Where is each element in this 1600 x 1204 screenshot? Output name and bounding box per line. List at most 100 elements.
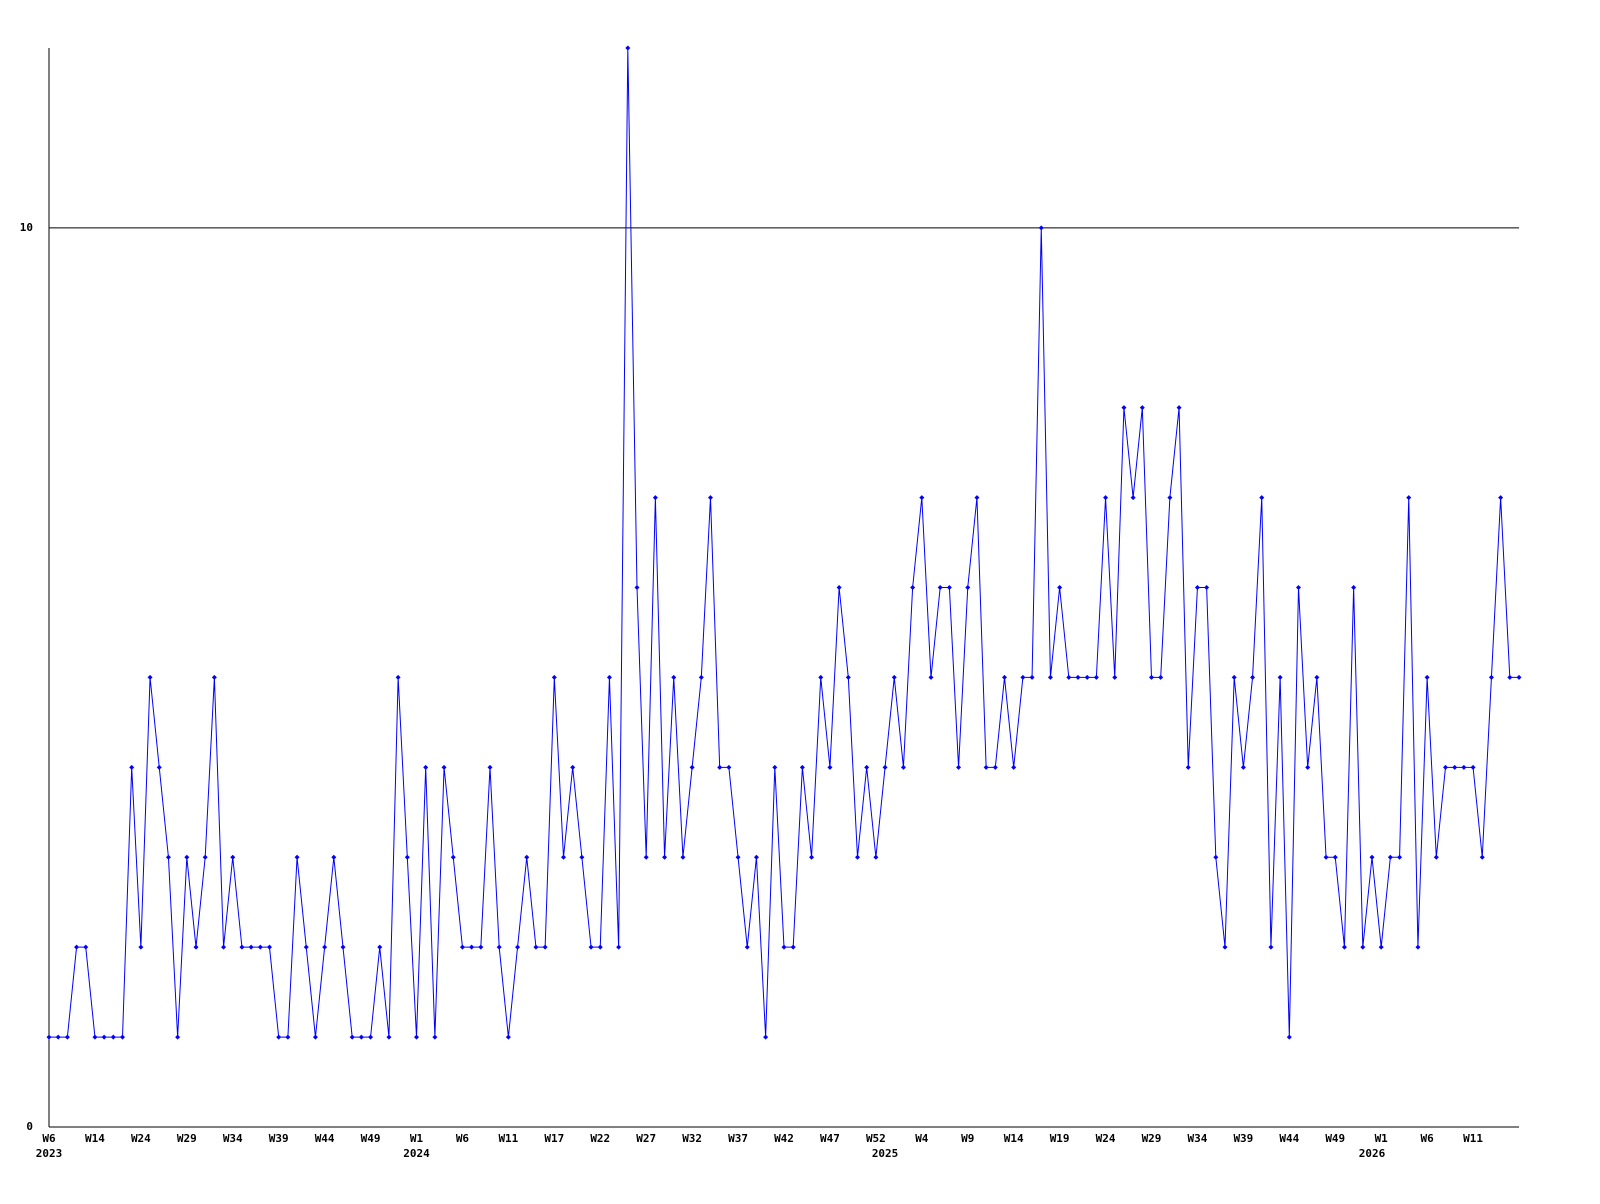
- x-tick-label: W17: [544, 1132, 564, 1145]
- x-tick-label: W27: [636, 1132, 656, 1145]
- x-tick-label: W42: [774, 1132, 794, 1145]
- data-point: [772, 764, 778, 770]
- data-point: [193, 944, 199, 950]
- data-point: [55, 1034, 61, 1040]
- data-point: [1443, 764, 1448, 770]
- data-point: [496, 944, 502, 950]
- x-tick-label: W22: [590, 1132, 610, 1145]
- data-point: [312, 1034, 318, 1040]
- x-year-label: 2025: [872, 1147, 899, 1160]
- data-point: [340, 944, 346, 950]
- data-point: [561, 854, 566, 860]
- data-point: [1038, 225, 1044, 231]
- data-point: [83, 944, 89, 950]
- data-point: [450, 854, 456, 860]
- data-point: [248, 944, 254, 950]
- data-point: [1378, 944, 1384, 950]
- data-point: [414, 1034, 419, 1040]
- data-point: [717, 764, 723, 770]
- data-point: [533, 944, 539, 950]
- x-tick-label: W49: [1325, 1132, 1345, 1145]
- x-year-label: 2024: [403, 1147, 430, 1160]
- data-point: [753, 854, 759, 860]
- data-point: [827, 764, 833, 770]
- data-point: [763, 1034, 769, 1040]
- data-point: [129, 764, 135, 770]
- x-tick-label: W11: [1463, 1132, 1483, 1145]
- x-tick-label: W29: [1142, 1132, 1162, 1145]
- data-point: [1084, 674, 1090, 680]
- data-point: [377, 944, 383, 950]
- data-point: [1075, 674, 1081, 680]
- data-point: [652, 495, 658, 501]
- data-point: [983, 764, 989, 770]
- data-point: [1149, 674, 1154, 680]
- data-point: [689, 764, 695, 770]
- data-point: [965, 585, 971, 590]
- data-point: [1259, 495, 1265, 501]
- data-point: [110, 1034, 116, 1040]
- data-point: [120, 1034, 125, 1040]
- data-point: [781, 944, 787, 950]
- data-point: [873, 854, 879, 860]
- data-point: [1406, 495, 1412, 501]
- data-point: [1047, 674, 1053, 680]
- data-point: [928, 674, 934, 680]
- data-point: [1415, 944, 1421, 950]
- x-tick-label: W44: [1279, 1132, 1299, 1145]
- data-point: [1351, 585, 1357, 590]
- data-point: [285, 1034, 291, 1040]
- data-point: [156, 764, 162, 770]
- data-point: [1296, 585, 1301, 590]
- data-point: [1424, 674, 1430, 680]
- data-point: [1286, 1034, 1292, 1040]
- x-tick-label: W24: [1096, 1132, 1116, 1145]
- data-point: [469, 944, 475, 950]
- data-point: [662, 854, 668, 860]
- data-point: [836, 585, 842, 590]
- data-point: [46, 1034, 52, 1040]
- data-point: [1231, 674, 1237, 680]
- x-tick-label: W52: [866, 1132, 886, 1145]
- data-point: [910, 585, 916, 590]
- data-point: [864, 764, 870, 770]
- data-point: [505, 1034, 511, 1040]
- data-point: [946, 585, 952, 590]
- x-tick-label: W34: [1188, 1132, 1208, 1145]
- data-point: [1470, 764, 1476, 770]
- data-point: [423, 764, 429, 770]
- data-point: [1240, 764, 1246, 770]
- x-tick-label: W39: [269, 1132, 289, 1145]
- x-tick-label: W49: [361, 1132, 381, 1145]
- data-point: [1341, 944, 1347, 950]
- data-point: [1176, 405, 1182, 411]
- data-point: [184, 854, 190, 860]
- data-point: [1158, 674, 1164, 680]
- data-point: [349, 1034, 355, 1040]
- data-point: [1369, 854, 1375, 860]
- x-year-label: 2023: [36, 1147, 63, 1160]
- data-point: [1433, 854, 1439, 860]
- data-point: [1397, 854, 1403, 860]
- x-year-label: 2026: [1359, 1147, 1386, 1160]
- data-point: [790, 944, 796, 950]
- x-tick-label: W29: [177, 1132, 197, 1145]
- x-tick-label: W1: [1375, 1132, 1389, 1145]
- data-point: [1130, 495, 1136, 501]
- x-tick-label: W6: [1421, 1132, 1435, 1145]
- data-point: [1479, 854, 1485, 860]
- data-point: [1314, 674, 1320, 680]
- data-point: [588, 944, 594, 950]
- data-point: [1507, 674, 1513, 680]
- data-point: [551, 674, 557, 680]
- data-point: [799, 764, 805, 770]
- data-point: [937, 585, 943, 590]
- data-point: [459, 944, 465, 950]
- data-point: [956, 764, 962, 770]
- data-point: [515, 944, 521, 950]
- data-point: [1112, 674, 1118, 680]
- data-point: [395, 674, 401, 680]
- data-point: [1185, 764, 1191, 770]
- data-point: [404, 854, 410, 860]
